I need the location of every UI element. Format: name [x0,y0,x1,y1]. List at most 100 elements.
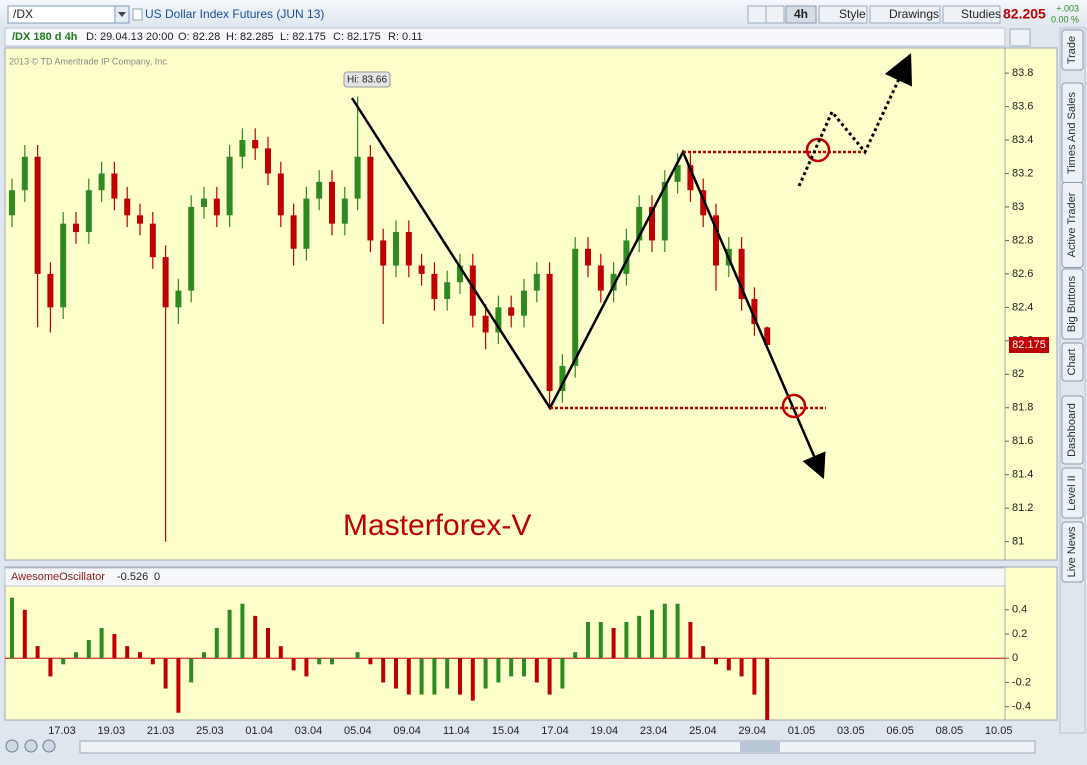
info-bar [4,27,1006,47]
scrollbar[interactable] [79,740,1036,754]
info-date: D: 29.04.13 20:00 [86,31,173,43]
x-tick-label: 08.05 [936,725,964,737]
y-tick-label: 83.6 [1012,100,1033,112]
x-tick-label: 03.05 [837,725,865,737]
oscillator-second-value: 0 [154,571,160,583]
candle-body [98,173,105,191]
x-tick-label: 17.04 [541,725,569,737]
candle-body [73,223,79,233]
x-tick-label: 17.03 [48,725,76,737]
oscillator-bar [675,603,680,659]
hi-badge [343,71,391,88]
zoom-out[interactable] [42,739,56,753]
candle-body [457,265,463,283]
sidebar-tab[interactable] [1061,521,1084,583]
candle-body [623,240,630,274]
y-tick-label: 83.2 [1012,167,1033,179]
candle-body [764,327,771,345]
symbol: /DX [13,7,33,21]
candle-body [610,273,617,291]
zoom-controls[interactable] [5,739,56,753]
chart-settings[interactable] [1009,28,1031,47]
oscillator-bar [253,615,258,659]
y-tick-label: 83.4 [1012,134,1033,146]
candle-body [34,156,41,274]
style-button[interactable] [818,5,868,24]
oscillator-bar [752,658,757,695]
oscillator-bar [86,640,91,659]
price-tag [1009,336,1049,353]
oscillator-bar [739,658,744,677]
candle-body [137,215,143,224]
drawings-button[interactable] [869,5,941,24]
interval-button[interactable] [785,5,817,24]
sidebar-tab[interactable] [1061,467,1084,519]
oscillator-bar [189,658,194,683]
interval: 4h [794,7,808,21]
candle-body [405,232,412,266]
y-tick-label: 0.4 [1012,604,1027,616]
sidebar: Trade Times And Sales Active Trader Big But… [1059,27,1086,734]
candle-body [47,273,54,308]
info-close: C: 82.175 [333,31,381,43]
change: +.003 [1056,3,1079,13]
candle-body [316,181,323,199]
candle-body [329,181,335,224]
oscillator-bar [112,634,117,659]
candle-body [175,290,182,308]
zoom-in[interactable] [24,739,38,753]
sidebar-tab[interactable] [1061,182,1084,268]
link-icon[interactable] [765,5,785,24]
sidebar-tab[interactable] [1061,29,1084,71]
x-tick-label: 05.04 [344,725,372,737]
sidebar-tab-label: Live News [1066,526,1078,577]
oscillator-bar [150,658,155,665]
tool-icon[interactable] [747,5,767,24]
sidebar-tab-label: Trade [1066,36,1078,64]
oscillator-bar [470,658,475,701]
x-tick-label: 03.04 [295,725,323,737]
candle-body [636,206,643,241]
sidebar-tab-label: Times And Sales [1066,91,1078,174]
candle-body [585,248,591,266]
oscillator-bar [714,658,718,665]
oscillator-bar [381,658,386,683]
y-tick-label: 83.8 [1012,67,1033,79]
y-tick-label: 82.6 [1012,268,1033,280]
candle-body [649,206,655,241]
y-tick-label: 81.8 [1012,402,1033,414]
drawings [350,53,912,480]
oscillator-bar [125,646,130,659]
oscillator-bar [509,658,514,677]
x-tick-label: 21.03 [147,725,175,737]
x-tick-label: 09.04 [393,725,421,737]
oscillator-bar [688,621,693,659]
oscillator-bar [483,658,488,689]
annotation: Masterforex-V [343,509,531,542]
sidebar-tab[interactable] [1061,395,1084,465]
oscillator-bar [35,646,40,659]
oscillator-bar [304,658,309,677]
last-price: 82.205 [1003,6,1046,22]
pan-button[interactable] [5,739,19,753]
price-axis [1004,47,1058,561]
x-tick-label: 11.04 [443,725,470,737]
oscillator-bar [637,615,642,659]
studies-button[interactable] [942,5,1001,24]
x-tick-label: 25.03 [196,725,224,737]
oscillator-bar [22,609,27,659]
info-range: R: 0.11 [388,31,423,43]
oscillator-bar [560,658,565,689]
oscillator-bar [240,603,245,659]
candle-body [674,165,681,182]
sidebar-tab[interactable] [1061,268,1084,340]
oscillator-bar [214,627,219,659]
hi-label: Hi: 83.66 [347,75,387,86]
candle-body [213,198,220,216]
x-tick-label: 25.04 [689,725,717,737]
candle-body [738,248,745,299]
sidebar-tab[interactable] [1061,342,1084,382]
candle-body [239,140,246,157]
candle-body [431,273,438,299]
scroll-thumb[interactable] [740,742,780,752]
